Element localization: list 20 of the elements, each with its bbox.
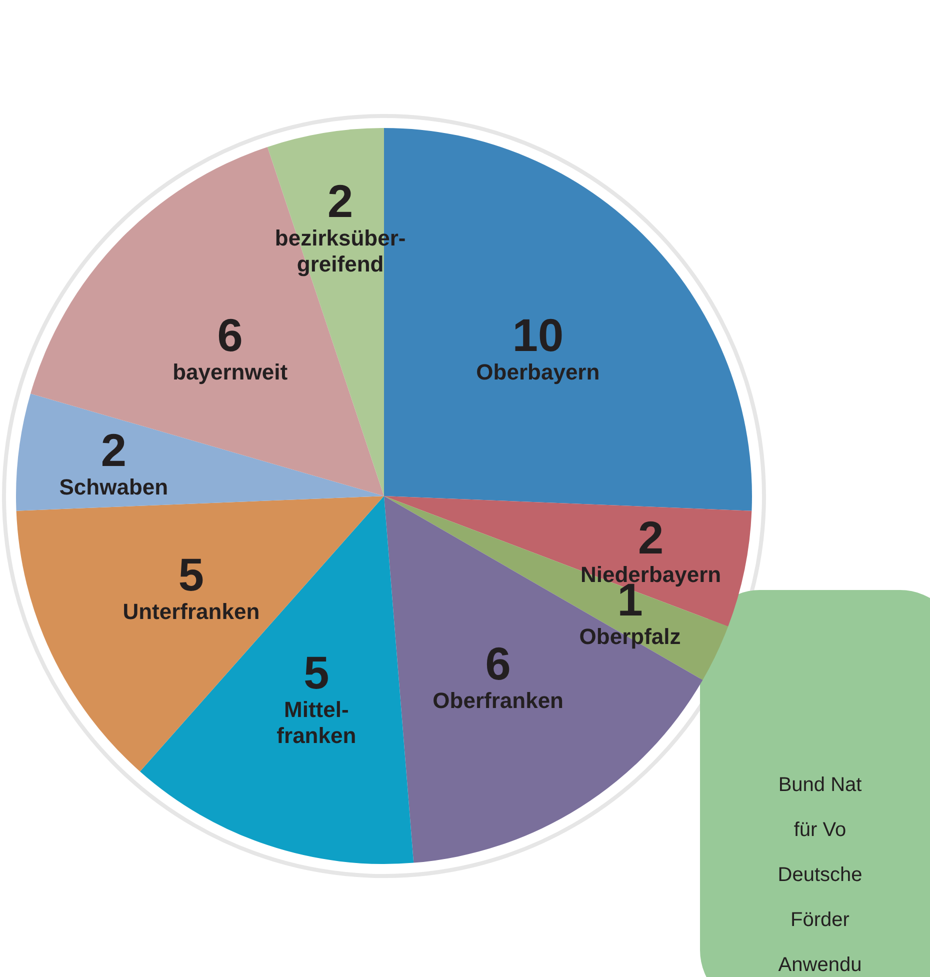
data-label: 6: [485, 637, 511, 690]
text: Förder: [790, 909, 850, 931]
data-label: 2: [638, 511, 664, 564]
text: für Vo: [794, 819, 846, 841]
slice-label: Mittel- franken: [276, 696, 356, 748]
data-label: 10: [512, 309, 564, 362]
data-label: 2: [328, 175, 354, 228]
data-label: 5: [178, 548, 204, 600]
text: Deutsche: [778, 864, 862, 886]
slice-label: bayernweit: [172, 360, 288, 385]
data-label: 2: [100, 424, 126, 476]
slice-label: Schwaben: [59, 474, 168, 500]
data-label: 6: [217, 309, 243, 362]
slice-label: Unterfranken: [122, 599, 260, 624]
text: Bund Nat: [778, 774, 862, 796]
data-label: 5: [304, 646, 330, 698]
slice-label: Oberfranken: [432, 688, 564, 713]
slice-label: Oberbayern: [476, 360, 600, 385]
slice-label: Oberpfalz: [579, 624, 681, 650]
text: Anwendu: [778, 954, 862, 976]
